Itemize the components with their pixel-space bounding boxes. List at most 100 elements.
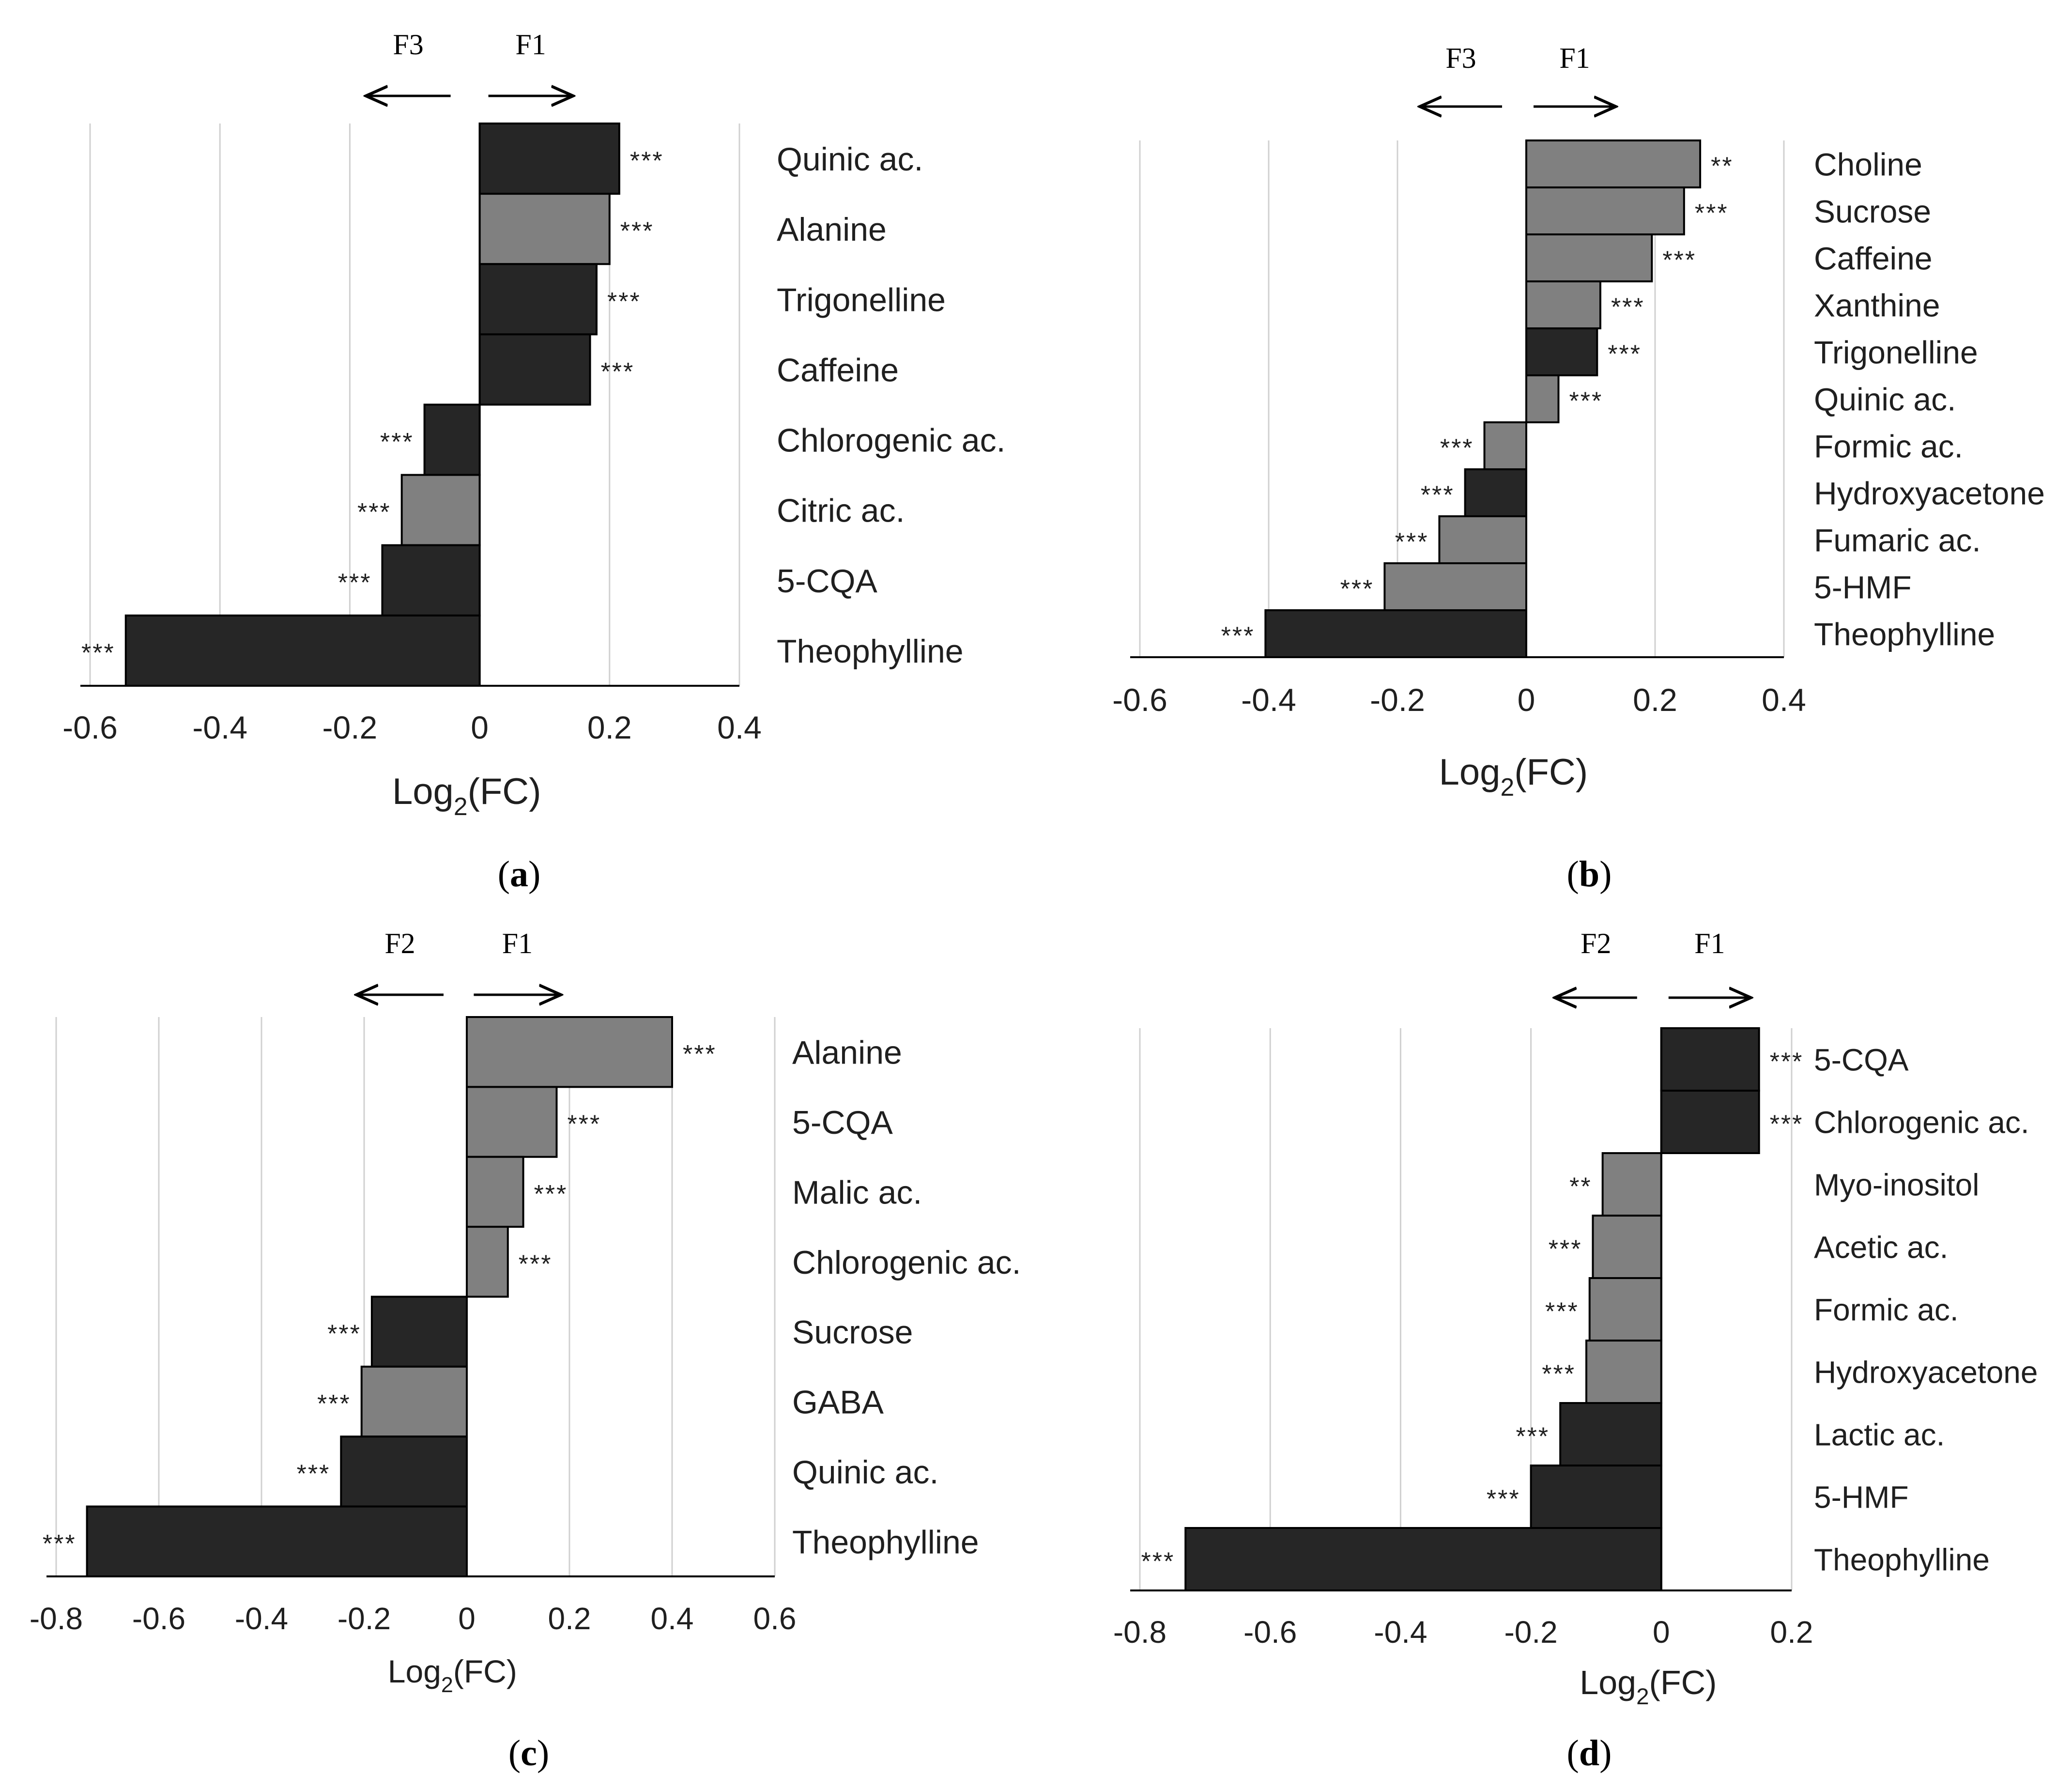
x-tick-label: -0.6 (132, 1601, 185, 1636)
category-label: 5-CQA (1814, 1043, 1909, 1078)
category-label: Hydroxyacetone (1814, 1355, 2038, 1390)
bar-malic-ac- (466, 1156, 524, 1228)
x-axis-label: Log2(FC) (1439, 752, 1588, 801)
bar-theophylline (124, 614, 481, 687)
category-label: Trigonelline (777, 281, 946, 318)
significance-label: *** (630, 147, 664, 175)
bar-quinic-ac- (478, 123, 620, 195)
x-tick-label: -0.4 (1241, 682, 1296, 718)
significance-label: *** (1395, 528, 1429, 556)
chart-panel-f3-1: ** Choline *** Sucrose *** Caffeine *** Xanthin… (1112, 42, 2045, 895)
x-axis-label: Log2(FC) (392, 771, 541, 820)
x-tick-label: 0.2 (548, 1601, 591, 1636)
category-label: Acetic ac. (1814, 1230, 1948, 1265)
category-label: Fumaric ac. (1814, 522, 1981, 558)
direction-left-label: F2 (1581, 927, 1611, 959)
x-tick-label: 0.6 (753, 1601, 797, 1636)
bar-fumaric-ac- (1438, 515, 1527, 564)
bar-quinic-ac- (340, 1435, 468, 1508)
significance-label: ** (1569, 1173, 1592, 1201)
bar-chlorogenic-ac- (466, 1226, 509, 1298)
chart-panel-f2-3: *** 5-CQA *** Chlorogenic ac. ** Myo-inositol… (1113, 927, 2038, 1774)
x-tick-label: 0.2 (1633, 682, 1677, 718)
x-tick-label: 0 (1518, 682, 1535, 718)
panel-caption: (b) (1567, 854, 1612, 895)
category-label: Quinic ac. (1814, 381, 1956, 417)
category-label: Caffeine (1814, 240, 1933, 276)
bar-lactic-ac- (1559, 1402, 1662, 1466)
significance-label: *** (1221, 622, 1255, 650)
significance-label: *** (1569, 387, 1603, 416)
bar-theophylline (1184, 1527, 1662, 1591)
category-label: Quinic ac. (777, 141, 923, 178)
category-label: 5-CQA (777, 563, 877, 600)
direction-left-label: F3 (393, 29, 423, 61)
category-label: Quinic ac. (792, 1454, 938, 1491)
category-label: Myo-inositol (1814, 1168, 1979, 1203)
significance-label: *** (1421, 481, 1455, 509)
panel-caption: (c) (508, 1733, 549, 1774)
bar-5-hmf (1383, 562, 1527, 611)
x-tick-label: 0.2 (587, 710, 632, 745)
significance-label: ** (1711, 153, 1733, 181)
significance-label: *** (683, 1040, 717, 1068)
x-tick-label: 0.4 (651, 1601, 694, 1636)
category-label: 5-CQA (792, 1104, 893, 1141)
significance-label: *** (1516, 1423, 1550, 1451)
bar-theophylline (86, 1505, 468, 1577)
bar-gaba (360, 1365, 468, 1438)
category-label: Alanine (792, 1034, 902, 1071)
x-tick-label: -0.6 (62, 710, 118, 745)
significance-label: *** (81, 639, 115, 667)
bar-caffeine (1525, 233, 1653, 282)
bar-chlorogenic-ac- (1660, 1090, 1760, 1154)
x-tick-label: 0 (458, 1601, 476, 1636)
x-tick-label: 0 (471, 710, 489, 745)
category-label: Theophylline (777, 633, 964, 670)
significance-label: *** (607, 288, 641, 316)
x-axis-label: Log2(FC) (1580, 1664, 1717, 1710)
bar-formic-ac- (1483, 421, 1528, 470)
category-label: Chlorogenic ac. (792, 1244, 1021, 1281)
x-tick-label: -0.4 (1374, 1615, 1427, 1650)
significance-label: *** (1440, 434, 1474, 463)
category-label: Caffeine (777, 352, 899, 388)
significance-label: *** (317, 1390, 351, 1418)
significance-label: *** (1611, 293, 1645, 322)
bar-quinic-ac- (1525, 374, 1560, 423)
bar-theophylline (1264, 609, 1528, 658)
significance-label: *** (1549, 1235, 1582, 1264)
bar-alanine (478, 193, 611, 265)
x-tick-label: 0.4 (1762, 682, 1806, 718)
bar-alanine (466, 1016, 673, 1088)
bar-trigonelline (1525, 327, 1598, 376)
significance-label: *** (1542, 1360, 1576, 1388)
significance-label: *** (519, 1250, 553, 1278)
chart-panel-f2-2: *** Alanine *** 5-CQA *** Malic ac. *** Chlorog… (30, 927, 1021, 1774)
direction-right-label: F1 (502, 927, 533, 959)
significance-label: *** (620, 217, 654, 246)
significance-label: *** (568, 1111, 601, 1139)
bar-5-hmf (1530, 1465, 1662, 1529)
bar-choline (1525, 139, 1702, 188)
significance-label: *** (43, 1530, 77, 1558)
x-tick-label: 0.4 (717, 710, 762, 745)
category-label: 5-HMF (1814, 1480, 1909, 1515)
significance-label: *** (1608, 340, 1642, 369)
x-tick-label: -0.8 (1113, 1615, 1166, 1650)
chart-panel-f3-0: *** Quinic ac. *** Alanine *** Trigonelline **… (62, 29, 1005, 895)
direction-right-label: F1 (515, 29, 546, 61)
significance-label: *** (1770, 1111, 1804, 1139)
category-label: Formic ac. (1814, 428, 1963, 464)
significance-label: *** (1141, 1548, 1175, 1576)
direction-left-label: F2 (384, 927, 415, 959)
category-label: Chlorogenic ac. (777, 422, 1005, 459)
significance-label: *** (1340, 575, 1374, 603)
bar-formic-ac- (1588, 1277, 1662, 1342)
significance-label: *** (601, 358, 635, 386)
bar-hydroxyacetone (1464, 468, 1527, 517)
category-label: Formic ac. (1814, 1293, 1959, 1327)
x-tick-label: -0.2 (1370, 682, 1425, 718)
category-label: 5-HMF (1814, 569, 1912, 605)
direction-right-label: F1 (1694, 927, 1725, 959)
